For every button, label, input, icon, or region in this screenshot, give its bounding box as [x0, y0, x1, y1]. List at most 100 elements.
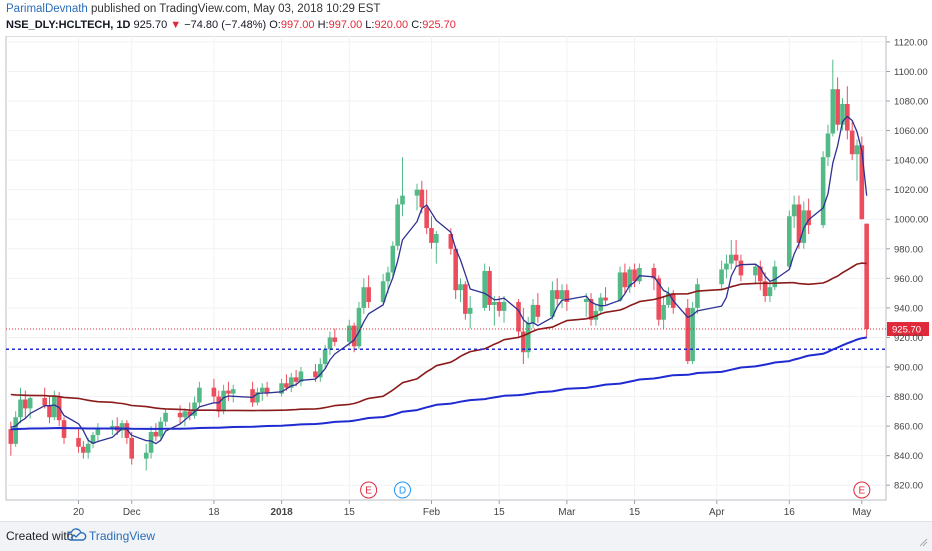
y-tick-label: 920.00: [894, 333, 923, 344]
resize-grip-icon[interactable]: [918, 537, 928, 547]
event-marker-label: E: [858, 486, 865, 497]
candle-body: [830, 89, 836, 134]
sma-mid-line: [10, 262, 867, 412]
symbol-label[interactable]: NSE_DLY:HCLTECH, 1D: [6, 19, 131, 31]
high-label: H:: [317, 19, 329, 31]
candle-body: [211, 387, 217, 397]
candle-body: [463, 284, 468, 314]
candle-body: [380, 281, 386, 302]
y-tick-label: 900.00: [894, 363, 923, 374]
candle-body: [458, 284, 463, 291]
y-tick-label: 960.00: [894, 274, 923, 285]
candle-body: [332, 337, 338, 342]
candle-body: [632, 269, 637, 282]
candle-body: [690, 307, 695, 362]
open-value: 997.00: [280, 19, 315, 31]
candle-body: [525, 322, 531, 353]
candle-body: [327, 337, 333, 350]
candle-body: [279, 383, 284, 394]
candle-body: [76, 437, 81, 447]
last-price-badge-label: 925.70: [892, 325, 921, 336]
candle-body: [317, 364, 323, 378]
candle-body: [661, 304, 666, 320]
candle-body: [724, 263, 729, 270]
candle-body: [95, 429, 101, 435]
candle-body: [786, 216, 792, 267]
candle-body: [738, 260, 744, 276]
candle-body: [124, 423, 130, 438]
candle-body: [293, 377, 299, 382]
candle-body: [757, 266, 763, 282]
down-arrow-icon: ▼: [170, 19, 182, 31]
candle-body: [395, 204, 400, 246]
candle-body: [313, 371, 318, 378]
x-tick-label: 20: [73, 507, 85, 518]
x-tick-label: 16: [784, 507, 796, 518]
candle-body: [482, 270, 487, 308]
candle-body: [143, 452, 149, 459]
candle-body: [52, 396, 57, 418]
created-with-text: Created with: [6, 529, 74, 543]
event-marker[interactable]: [360, 481, 378, 499]
price-axis[interactable]: 1120.00 1100.00 1080.00 1060.00 1040.00 1020.…: [886, 37, 928, 492]
ohlc-legend: NSE_DLY:HCLTECH, 1D 925.70 ▼ −74.80 (−7.…: [6, 19, 456, 31]
candle-body: [90, 434, 96, 444]
event-marker-label: E: [365, 486, 372, 497]
last-price-badge: [887, 322, 929, 337]
event-marker-label: D: [399, 486, 406, 497]
low-label: L:: [365, 19, 375, 31]
x-tick-label: 2018: [270, 507, 293, 518]
candle-body: [298, 371, 304, 382]
candle-body: [163, 412, 168, 422]
y-tick-label: 860.00: [894, 422, 923, 433]
candle-body: [530, 304, 536, 323]
candle-body: [825, 133, 831, 158]
y-tick-label: 1080.00: [894, 97, 928, 108]
candle-body: [81, 446, 86, 453]
candle-body: [453, 248, 458, 291]
time-axis[interactable]: 20 Dec 18 2018 15 Feb 15 Mar 15 Apr 16 May: [73, 500, 871, 518]
candle-body: [356, 307, 362, 347]
candle-body: [192, 402, 197, 416]
candle-body: [864, 223, 869, 330]
candle-body: [728, 254, 734, 264]
candle-body: [767, 287, 773, 297]
candle-body: [854, 145, 860, 155]
candle-body: [559, 290, 565, 300]
candle-body: [351, 325, 357, 347]
candle-body: [598, 297, 604, 311]
close-label: C:: [411, 19, 423, 31]
candle-body: [791, 204, 797, 217]
candle-body: [622, 272, 628, 288]
candle-body: [221, 390, 226, 412]
event-marker[interactable]: [393, 481, 411, 499]
last-price: 925.70: [133, 19, 168, 31]
y-tick-label: 1100.00: [894, 67, 928, 78]
candle-body: [429, 228, 434, 243]
x-tick-label: Apr: [709, 507, 725, 518]
candle-body: [467, 307, 473, 314]
candle-body: [627, 269, 633, 288]
levels-layer: 925.70: [6, 322, 929, 351]
author-link[interactable]: ParimalDevnath: [6, 3, 88, 15]
y-tick-label: 1000.00: [894, 215, 928, 226]
candle-body: [762, 281, 768, 297]
x-tick-label: Feb: [423, 507, 441, 518]
tradingview-brand-link[interactable]: TradingView: [89, 529, 156, 543]
candle-body: [501, 301, 507, 311]
candle-body: [8, 429, 14, 444]
chart-header: ParimalDevnath published on TradingView.…: [0, 0, 932, 36]
low-value: 920.00: [374, 19, 409, 31]
candle-body: [719, 269, 724, 285]
x-tick-label: 15: [344, 507, 356, 518]
candle-body: [390, 245, 396, 273]
candle-body: [796, 204, 802, 243]
event-marker[interactable]: [853, 481, 871, 499]
candle-body: [414, 189, 420, 196]
close-value: 925.70: [422, 19, 456, 31]
candle-body: [284, 383, 289, 388]
candle-body: [288, 377, 294, 388]
candle-body: [47, 405, 52, 418]
